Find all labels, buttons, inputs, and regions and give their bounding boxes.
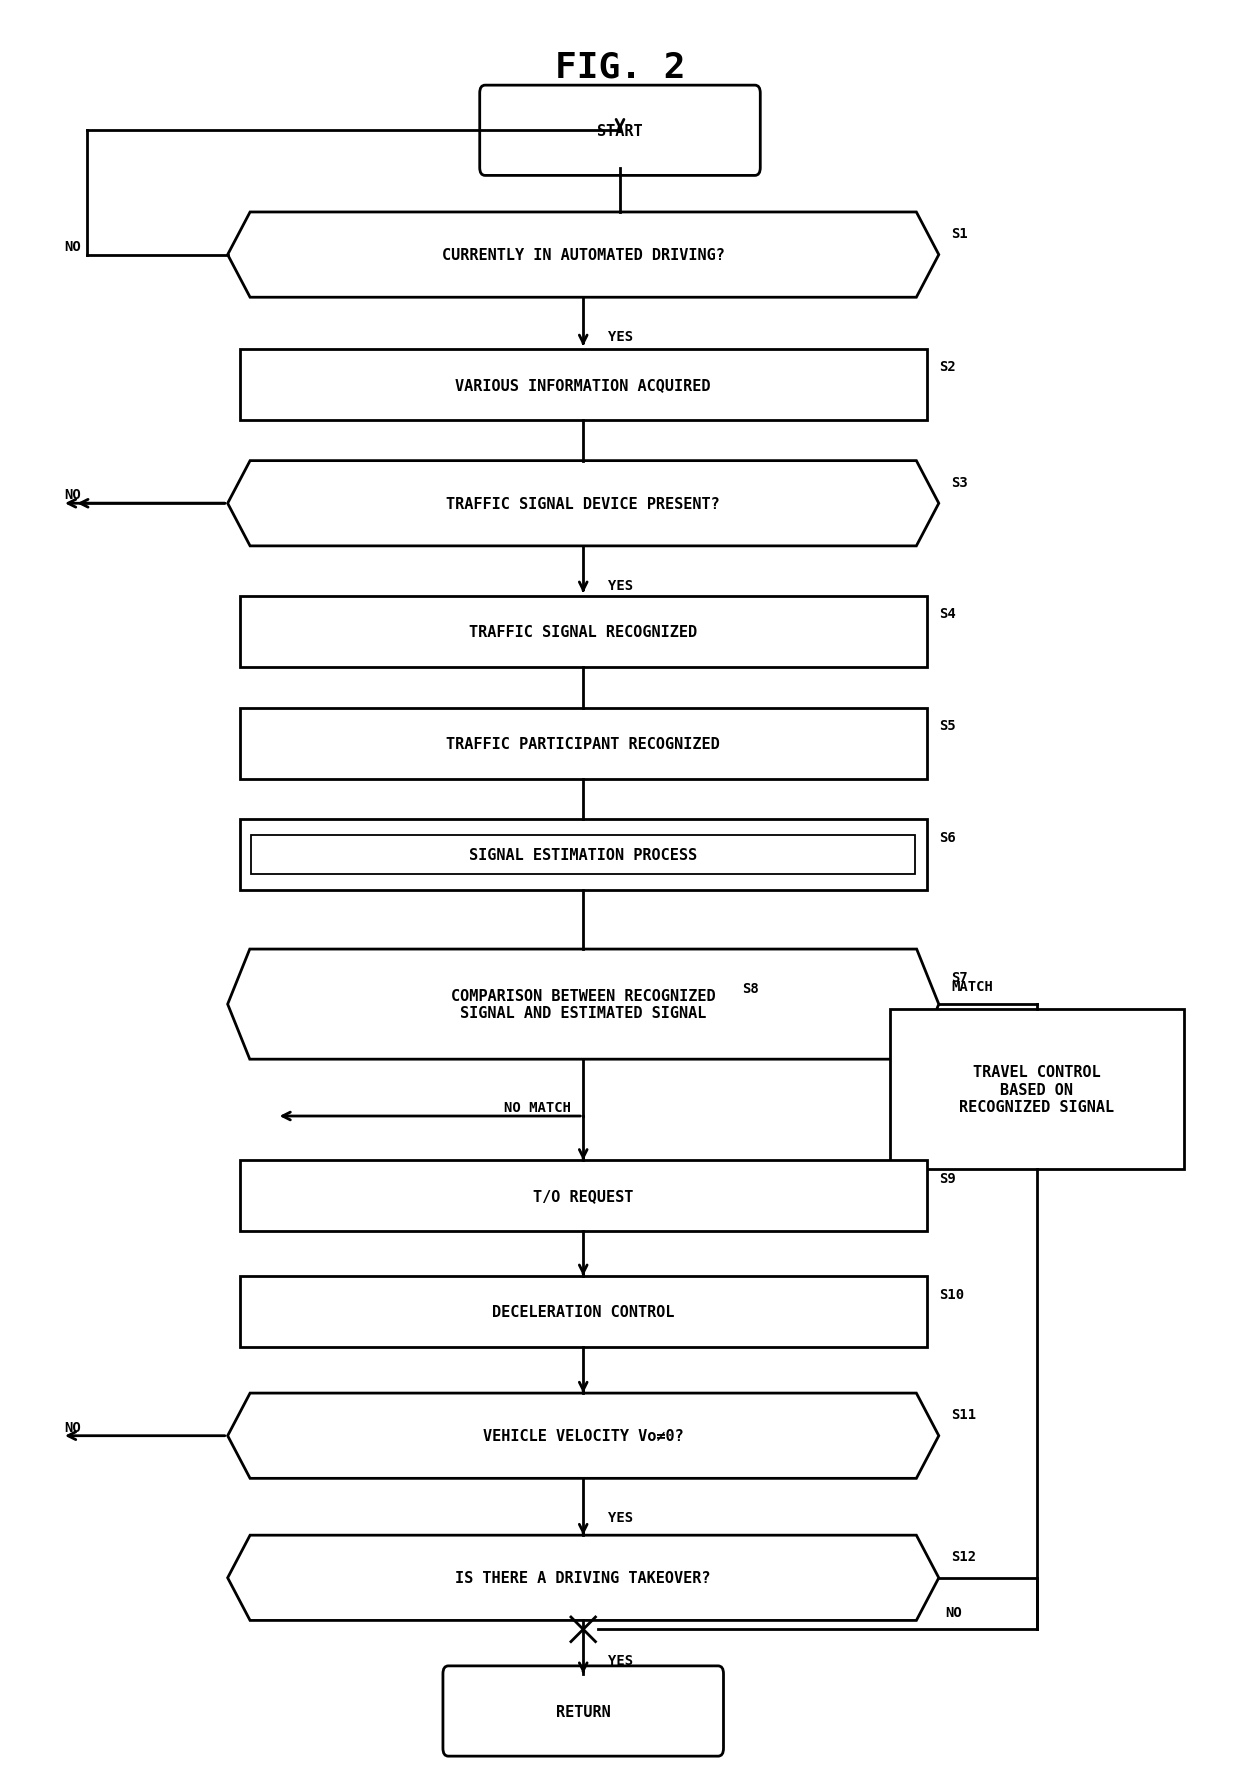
Text: YES: YES <box>608 1653 632 1667</box>
Bar <box>239 1276 926 1347</box>
Text: TRAFFIC SIGNAL DEVICE PRESENT?: TRAFFIC SIGNAL DEVICE PRESENT? <box>446 497 720 512</box>
Text: MATCH: MATCH <box>951 980 993 995</box>
Bar <box>239 708 926 780</box>
Text: RETURN: RETURN <box>556 1703 610 1719</box>
Text: NO MATCH: NO MATCH <box>503 1100 570 1115</box>
Text: S9: S9 <box>939 1172 956 1186</box>
Text: COMPARISON BETWEEN RECOGNIZED
SIGNAL AND ESTIMATED SIGNAL: COMPARISON BETWEEN RECOGNIZED SIGNAL AND… <box>451 988 715 1022</box>
Text: S1: S1 <box>951 227 967 242</box>
Text: YES: YES <box>608 331 632 343</box>
Text: S8: S8 <box>743 982 759 995</box>
Polygon shape <box>228 462 939 547</box>
Text: CURRENTLY IN AUTOMATED DRIVING?: CURRENTLY IN AUTOMATED DRIVING? <box>441 249 724 263</box>
Bar <box>239 596 926 667</box>
Bar <box>890 1009 1184 1170</box>
Polygon shape <box>228 950 939 1059</box>
Bar <box>250 835 915 875</box>
Text: SIGNAL ESTIMATION PROCESS: SIGNAL ESTIMATION PROCESS <box>469 848 697 862</box>
Text: YES: YES <box>608 578 632 592</box>
Text: START: START <box>598 123 642 140</box>
Text: TRAFFIC PARTICIPANT RECOGNIZED: TRAFFIC PARTICIPANT RECOGNIZED <box>446 735 720 751</box>
Text: VARIOUS INFORMATION ACQUIRED: VARIOUS INFORMATION ACQUIRED <box>455 377 711 392</box>
Text: S5: S5 <box>939 719 956 733</box>
Bar <box>239 819 926 891</box>
Text: YES: YES <box>608 1510 632 1524</box>
Text: S4: S4 <box>939 606 956 621</box>
Text: DECELERATION CONTROL: DECELERATION CONTROL <box>492 1304 675 1318</box>
Text: FIG. 2: FIG. 2 <box>554 50 686 84</box>
Polygon shape <box>228 1535 939 1621</box>
Text: S11: S11 <box>951 1408 976 1422</box>
Text: S2: S2 <box>939 360 956 374</box>
Bar <box>239 349 926 420</box>
Text: S6: S6 <box>939 830 956 844</box>
Text: VEHICLE VELOCITY Vo≠0?: VEHICLE VELOCITY Vo≠0? <box>482 1428 683 1444</box>
Polygon shape <box>228 1394 939 1478</box>
FancyBboxPatch shape <box>443 1666 723 1757</box>
Text: TRAFFIC SIGNAL RECOGNIZED: TRAFFIC SIGNAL RECOGNIZED <box>469 624 697 639</box>
Text: NO: NO <box>63 240 81 254</box>
Text: TRAVEL CONTROL
BASED ON
RECOGNIZED SIGNAL: TRAVEL CONTROL BASED ON RECOGNIZED SIGNA… <box>960 1064 1115 1115</box>
Text: NO: NO <box>945 1605 962 1619</box>
Text: NO: NO <box>63 1420 81 1435</box>
Text: IS THERE A DRIVING TAKEOVER?: IS THERE A DRIVING TAKEOVER? <box>455 1571 711 1585</box>
Text: NO: NO <box>63 488 81 503</box>
Polygon shape <box>228 213 939 299</box>
Text: S7: S7 <box>951 970 967 984</box>
Text: S10: S10 <box>939 1286 963 1301</box>
Text: S3: S3 <box>951 476 967 490</box>
FancyBboxPatch shape <box>480 86 760 177</box>
Text: T/O REQUEST: T/O REQUEST <box>533 1188 634 1204</box>
Bar <box>239 1161 926 1233</box>
Text: S12: S12 <box>951 1549 976 1564</box>
